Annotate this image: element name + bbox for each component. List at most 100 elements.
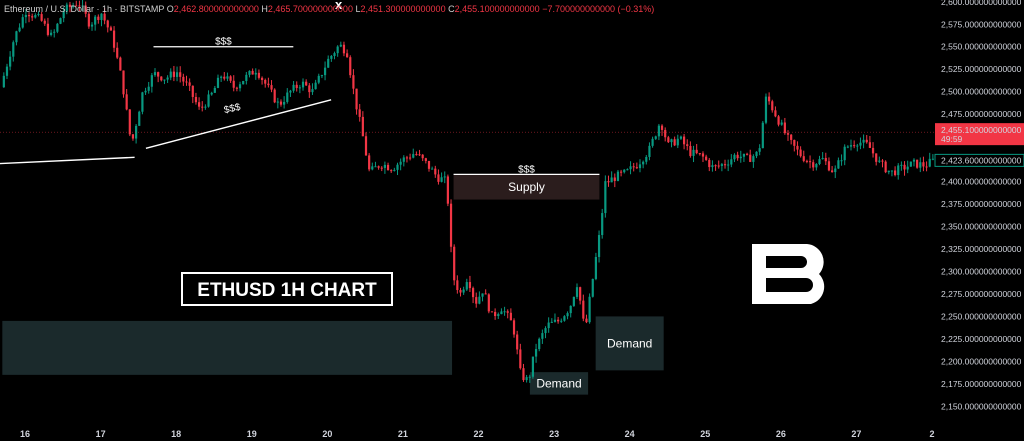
- candle-body: [623, 169, 626, 173]
- candle-body: [534, 349, 538, 357]
- candle-body: [223, 76, 226, 79]
- candle-body: [494, 311, 497, 316]
- candle-body: [736, 154, 739, 159]
- candle-body: [471, 288, 475, 298]
- zone-rect: [595, 316, 664, 371]
- candle-body: [560, 320, 563, 322]
- candle-body: [380, 167, 383, 169]
- candle-body: [320, 75, 324, 77]
- candle-body: [342, 44, 346, 54]
- candle-body: [194, 96, 198, 103]
- candle-body: [922, 162, 925, 167]
- y-tick-label: 2,175.000000000000: [941, 379, 1022, 389]
- candle-body: [40, 14, 43, 21]
- candle-body: [727, 164, 730, 166]
- candle-body: [632, 166, 635, 168]
- candle-body: [635, 167, 638, 169]
- candle-body: [594, 256, 598, 279]
- candle-body: [638, 164, 642, 169]
- candle-body: [213, 87, 216, 93]
- candle-body: [887, 170, 890, 173]
- candle-body: [81, 5, 84, 7]
- candle-body: [72, 5, 75, 7]
- candle-body: [815, 164, 818, 168]
- candle-body: [818, 159, 821, 165]
- title-box: [181, 272, 393, 306]
- candle-body: [755, 151, 758, 157]
- candle-body: [604, 181, 607, 214]
- candle-body: [279, 101, 283, 105]
- candle-body: [336, 46, 339, 54]
- candle-body: [242, 81, 245, 85]
- candle-body: [59, 18, 62, 24]
- candle-body: [254, 72, 257, 75]
- candle-body: [550, 321, 553, 323]
- x-tick-label: 21: [398, 429, 408, 439]
- candle-body: [298, 87, 301, 89]
- candle-body: [131, 134, 135, 139]
- lines-layer: [0, 99, 936, 165]
- candle-body: [730, 159, 733, 165]
- ohlc-c: C2,455.100000000000: [448, 4, 540, 14]
- candle-body: [257, 72, 261, 78]
- candle-body: [890, 170, 894, 172]
- candle-body: [232, 80, 235, 88]
- candle-body: [799, 149, 802, 157]
- candle-body: [399, 161, 402, 165]
- symbol-header: Ethereum / U.S. Dollar · 1h · BITSTAMP O…: [4, 4, 654, 14]
- candle-body: [264, 79, 267, 84]
- candle-body: [188, 82, 191, 86]
- candle-body: [24, 14, 27, 18]
- candle-body: [657, 125, 660, 137]
- candle-body: [912, 159, 916, 162]
- ohlc-o: O2,462.800000000000: [166, 4, 259, 14]
- candle-body: [169, 71, 172, 78]
- candle-body: [768, 96, 771, 102]
- candle-body: [579, 287, 582, 301]
- candle-body: [509, 312, 512, 321]
- candle-body: [408, 157, 412, 159]
- candle-body: [616, 171, 620, 181]
- candle-body: [481, 293, 484, 297]
- candle-body: [522, 368, 525, 381]
- candle-body: [547, 322, 550, 329]
- candle-body: [364, 136, 368, 156]
- zones-layer: Supply Demand Demand: [2, 174, 664, 395]
- candle-body: [824, 157, 827, 162]
- candle-body: [390, 170, 393, 172]
- candle-body: [323, 67, 327, 76]
- candle-body: [919, 162, 922, 168]
- candle-body: [100, 13, 103, 21]
- trendline-rising: [145, 99, 332, 149]
- candle-body: [843, 146, 846, 161]
- candle-body: [78, 5, 81, 7]
- candle-body: [122, 70, 125, 95]
- candle-body: [541, 333, 544, 339]
- candle-body: [692, 149, 695, 156]
- candle-body: [723, 164, 727, 166]
- y-tick-label: 2,475.000000000000: [941, 109, 1022, 119]
- candle-body: [774, 110, 777, 117]
- candle-body: [591, 278, 594, 297]
- zone-label: Demand: [607, 336, 652, 350]
- candle-body: [846, 146, 849, 148]
- candle-body: [834, 168, 837, 173]
- candle-body: [289, 90, 292, 93]
- candle-body: [21, 17, 24, 28]
- brand-logo-icon: [752, 244, 825, 304]
- candle-body: [865, 139, 868, 143]
- candle-body: [651, 138, 654, 146]
- candle-body: [415, 154, 418, 156]
- candle-body: [613, 177, 616, 181]
- candle-body: [821, 157, 824, 160]
- y-tick-label: 2,550.000000000000: [941, 42, 1022, 52]
- candle-body: [235, 87, 238, 89]
- candle-body: [459, 290, 462, 293]
- candle-body: [733, 154, 736, 160]
- candle-body: [931, 158, 934, 160]
- candle-body: [871, 147, 875, 154]
- candle-body: [664, 129, 667, 138]
- annotations-layer: $$$ $$$ $$$ x ETHUSD 1H CHART: [153, 0, 825, 306]
- candle-body: [572, 296, 575, 306]
